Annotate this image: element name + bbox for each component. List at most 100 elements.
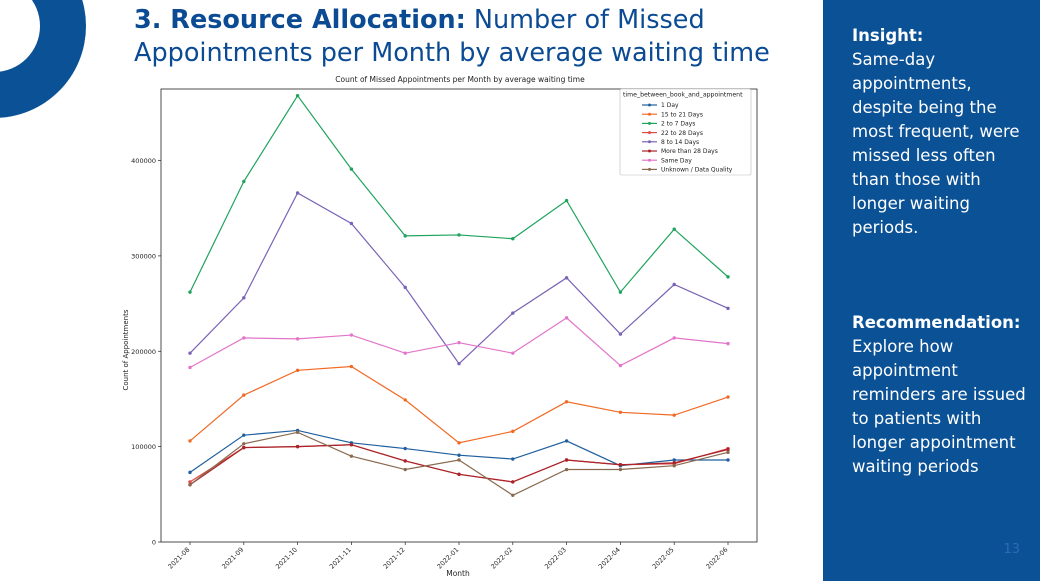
recommendation-block: Recommendation: Explore how appointment …	[852, 311, 1034, 479]
data-point	[618, 467, 623, 472]
data-point	[564, 198, 569, 203]
y-tick-label: 400000	[131, 157, 156, 165]
x-tick-label: 2022-01	[436, 546, 461, 571]
data-point	[672, 413, 676, 417]
data-point	[349, 333, 354, 337]
data-point	[403, 398, 407, 402]
data-point	[242, 179, 246, 184]
data-point	[403, 446, 407, 451]
data-point	[349, 454, 354, 458]
series-line	[189, 365, 729, 444]
data-point	[726, 458, 730, 462]
legend-marker	[648, 112, 651, 116]
chart-title: Count of Missed Appointments per Month b…	[335, 75, 585, 84]
x-tick-label: 2022-04	[597, 546, 622, 571]
data-point	[564, 316, 569, 320]
data-point	[564, 467, 569, 472]
data-point	[511, 480, 515, 484]
data-point	[672, 282, 676, 287]
data-point	[295, 337, 300, 341]
data-point	[726, 275, 730, 279]
data-point	[457, 441, 461, 445]
data-point	[457, 233, 461, 237]
legend-marker	[648, 103, 651, 107]
data-point	[349, 364, 354, 369]
data-point	[349, 221, 354, 226]
data-point	[188, 351, 192, 355]
data-point	[403, 351, 407, 355]
data-point	[618, 363, 623, 368]
legend-entry: 15 to 21 Days	[661, 111, 703, 118]
data-point	[511, 311, 515, 315]
data-point	[726, 450, 730, 455]
x-tick-label: 2022-06	[705, 546, 730, 571]
y-tick-label: 200000	[131, 348, 156, 356]
data-point	[564, 400, 569, 404]
x-axis-label: Month	[446, 569, 470, 578]
data-point	[672, 461, 676, 465]
x-tick-label: 2021-11	[328, 546, 353, 571]
data-point	[672, 464, 676, 468]
y-tick-label: 300000	[131, 252, 156, 260]
data-point	[618, 332, 623, 336]
data-point	[188, 439, 192, 443]
legend-marker	[648, 149, 651, 153]
decorative-circle-shape	[0, 0, 86, 118]
y-axis-label: Count of Appointments	[122, 309, 130, 390]
insight-panel: Insight: Same-day appointments, despite …	[823, 0, 1040, 581]
data-point	[726, 447, 730, 452]
data-point	[295, 93, 300, 98]
data-point	[672, 336, 676, 340]
data-point	[726, 395, 730, 399]
x-tick-label: 2021-08	[167, 546, 192, 571]
legend-entry: 22 to 28 Days	[661, 130, 703, 137]
legend-box	[619, 88, 752, 176]
legend-title: time_between_book_and_appointment	[623, 92, 743, 99]
slide-title-rest: Number of Missed Appointments per Month …	[134, 5, 770, 68]
legend-marker	[648, 158, 651, 162]
page-number: 13	[1003, 542, 1020, 557]
data-point	[618, 410, 623, 414]
x-tick-label: 2021-09	[220, 546, 245, 571]
data-point	[188, 483, 192, 487]
legend-entry: 1 Day	[661, 102, 679, 109]
data-point	[511, 429, 515, 434]
data-point	[403, 467, 407, 472]
legend-entry: 8 to 14 Days	[661, 139, 699, 146]
data-point	[564, 439, 569, 443]
data-point	[188, 365, 192, 370]
data-point	[403, 234, 407, 238]
data-point	[672, 458, 676, 462]
legend-entry: 2 to 7 Days	[661, 121, 695, 128]
legend-entry: More than 28 Days	[661, 148, 718, 155]
insight-text: Same-day appointments, despite being the…	[852, 50, 1020, 237]
data-point	[511, 457, 515, 461]
legend-marker	[648, 121, 651, 125]
data-point	[457, 361, 461, 366]
data-point	[457, 472, 461, 476]
insight-block: Insight: Same-day appointments, despite …	[852, 24, 1034, 240]
data-point	[349, 443, 354, 447]
data-point	[511, 351, 515, 355]
data-point	[242, 296, 246, 300]
data-point	[726, 306, 730, 311]
series-line	[189, 429, 728, 473]
data-point	[242, 445, 246, 450]
data-point	[457, 458, 461, 462]
legend-marker	[648, 131, 651, 135]
data-point	[295, 444, 300, 449]
recommendation-text: Explore how appointment reminders are is…	[852, 337, 1026, 476]
data-point	[403, 285, 407, 290]
legend-entry: Unknown / Data Quality	[661, 167, 733, 174]
data-point	[457, 453, 461, 457]
x-tick-label: 2022-02	[489, 546, 514, 571]
data-point	[242, 433, 246, 437]
slide-title-bold: 3. Resource Allocation:	[134, 5, 466, 35]
line-chart: Count of Missed Appointments per Month b…	[122, 75, 758, 578]
data-point	[242, 336, 246, 340]
data-point	[726, 341, 730, 346]
recommendation-heading: Recommendation:	[852, 313, 1021, 332]
data-point	[564, 458, 569, 462]
x-tick-label: 2021-12	[382, 546, 407, 571]
data-point	[511, 493, 515, 497]
